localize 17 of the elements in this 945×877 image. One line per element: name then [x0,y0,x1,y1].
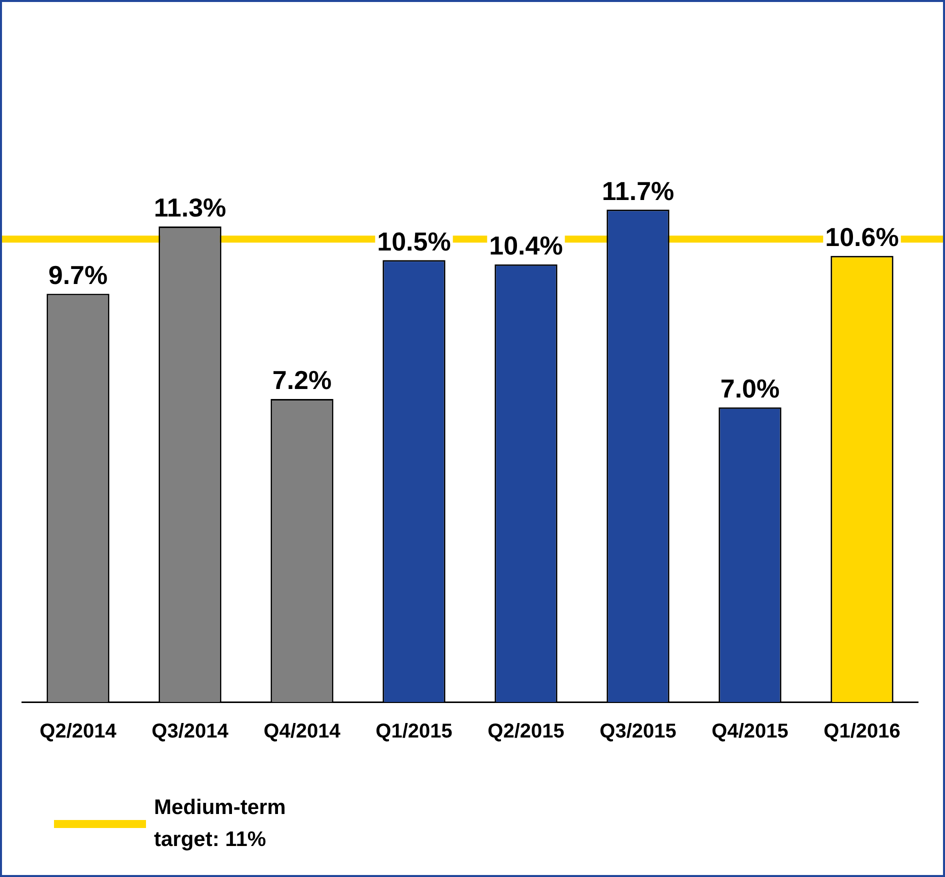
data-label: 11.3% [154,192,226,223]
legend-label: Medium-term target: 11% [154,795,287,853]
x-tick-label: Q1/2016 [824,720,900,743]
data-label: 10.5% [377,226,451,256]
data-label: 10.6% [825,222,899,252]
x-tick-label: Q4/2015 [712,720,788,743]
x-tick-label: Q3/2014 [152,720,230,743]
data-label: 7.0% [720,374,780,404]
x-tick-label: Q1/2015 [376,720,452,743]
data-label: 10.4% [489,230,563,261]
data-label: 7.2% [272,365,332,396]
x-tick-label: Q2/2014 [40,720,118,743]
data-label: 9.7% [48,260,108,290]
data-label: 11.7% [602,176,674,206]
x-tick-label: Q4/2014 [264,720,342,743]
x-tick-label: Q2/2015 [488,720,564,743]
x-tick-label: Q3/2015 [600,720,676,743]
